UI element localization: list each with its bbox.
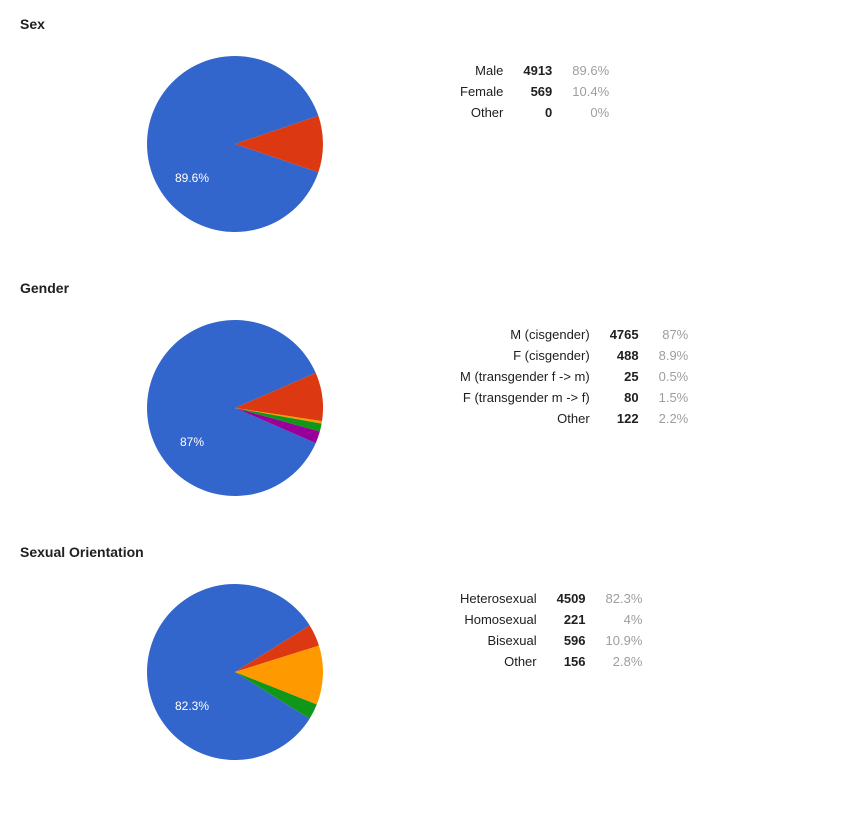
legend-cell: M (cisgender)476587%F (cisgender)4888.9%… xyxy=(450,320,698,429)
legend-table: Heterosexual450982.3%Homosexual2214%Bise… xyxy=(450,588,652,672)
legend-label: Female xyxy=(450,81,513,102)
legend-label: M (cisgender) xyxy=(450,324,600,345)
legend-label: Bisexual xyxy=(450,630,547,651)
legend-table: M (cisgender)476587%F (cisgender)4888.9%… xyxy=(450,324,698,429)
legend-percent: 4% xyxy=(596,609,653,630)
chart-row: 87%M (cisgender)476587%F (cisgender)4888… xyxy=(20,320,826,496)
legend-percent: 0% xyxy=(562,102,619,123)
report-section: Gender87%M (cisgender)476587%F (cisgende… xyxy=(20,280,826,496)
legend-label: M (transgender f -> m) xyxy=(450,366,600,387)
chart-cell: 87% xyxy=(20,320,450,496)
legend-row: Other1222.2% xyxy=(450,408,698,429)
legend-percent: 89.6% xyxy=(562,60,619,81)
legend-row: Bisexual59610.9% xyxy=(450,630,652,651)
legend-label: Homosexual xyxy=(450,609,547,630)
section-title: Sex xyxy=(20,16,826,32)
legend-label: F (transgender m -> f) xyxy=(450,387,600,408)
legend-row: Homosexual2214% xyxy=(450,609,652,630)
legend-label: Heterosexual xyxy=(450,588,547,609)
legend-row: M (cisgender)476587% xyxy=(450,324,698,345)
legend-count: 0 xyxy=(513,102,562,123)
chart-row: 82.3%Heterosexual450982.3%Homosexual2214… xyxy=(20,584,826,760)
legend-row: F (transgender m -> f)801.5% xyxy=(450,387,698,408)
legend-table: Male491389.6%Female56910.4%Other00% xyxy=(450,60,619,123)
report-section: Sex89.6%Male491389.6%Female56910.4%Other… xyxy=(20,16,826,232)
legend-percent: 1.5% xyxy=(649,387,699,408)
legend-count: 488 xyxy=(600,345,649,366)
legend-count: 4913 xyxy=(513,60,562,81)
legend-percent: 10.9% xyxy=(596,630,653,651)
legend-label: Male xyxy=(450,60,513,81)
legend-row: Other1562.8% xyxy=(450,651,652,672)
legend-percent: 2.2% xyxy=(649,408,699,429)
legend-label: Other xyxy=(450,408,600,429)
chart-cell: 89.6% xyxy=(20,56,450,232)
chart-row: 89.6%Male491389.6%Female56910.4%Other00% xyxy=(20,56,826,232)
section-title: Sexual Orientation xyxy=(20,544,826,560)
legend-row: Heterosexual450982.3% xyxy=(450,588,652,609)
legend-label: Other xyxy=(450,102,513,123)
legend-count: 122 xyxy=(600,408,649,429)
legend-count: 596 xyxy=(547,630,596,651)
legend-row: Other00% xyxy=(450,102,619,123)
legend-percent: 87% xyxy=(649,324,699,345)
chart-cell: 82.3% xyxy=(20,584,450,760)
legend-cell: Male491389.6%Female56910.4%Other00% xyxy=(450,56,619,123)
legend-row: F (cisgender)4888.9% xyxy=(450,345,698,366)
legend-cell: Heterosexual450982.3%Homosexual2214%Bise… xyxy=(450,584,652,672)
legend-percent: 8.9% xyxy=(649,345,699,366)
legend-count: 156 xyxy=(547,651,596,672)
pie-chart: 82.3% xyxy=(147,584,323,760)
legend-label: Other xyxy=(450,651,547,672)
demographics-report: Sex89.6%Male491389.6%Female56910.4%Other… xyxy=(20,16,826,760)
legend-count: 221 xyxy=(547,609,596,630)
legend-count: 25 xyxy=(600,366,649,387)
pie-dominant-label: 82.3% xyxy=(175,699,209,713)
pie-chart: 89.6% xyxy=(147,56,323,232)
legend-row: Male491389.6% xyxy=(450,60,619,81)
legend-row: Female56910.4% xyxy=(450,81,619,102)
legend-count: 569 xyxy=(513,81,562,102)
legend-label: F (cisgender) xyxy=(450,345,600,366)
section-title: Gender xyxy=(20,280,826,296)
legend-count: 4765 xyxy=(600,324,649,345)
report-section: Sexual Orientation82.3%Heterosexual45098… xyxy=(20,544,826,760)
legend-count: 4509 xyxy=(547,588,596,609)
legend-percent: 10.4% xyxy=(562,81,619,102)
pie-dominant-label: 87% xyxy=(180,435,204,449)
legend-row: M (transgender f -> m)250.5% xyxy=(450,366,698,387)
pie-dominant-label: 89.6% xyxy=(175,171,209,185)
legend-percent: 0.5% xyxy=(649,366,699,387)
legend-percent: 82.3% xyxy=(596,588,653,609)
pie-chart: 87% xyxy=(147,320,323,496)
legend-count: 80 xyxy=(600,387,649,408)
legend-percent: 2.8% xyxy=(596,651,653,672)
